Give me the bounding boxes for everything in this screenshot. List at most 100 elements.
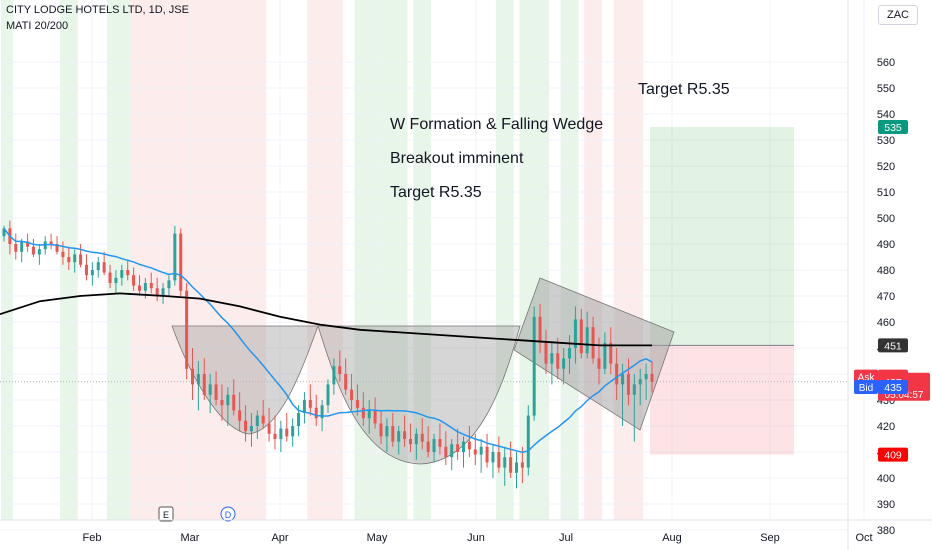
candle-body [149,283,153,289]
candle-body [473,449,477,455]
candle-body [37,249,41,255]
candle-body [520,462,524,468]
symbol-title: CITY LODGE HOTELS LTD, 1D, JSE [6,4,189,16]
y-tick-label: 480 [877,265,895,277]
x-tick-label: Feb [83,532,102,544]
candle-body [556,353,560,369]
candle-body [420,433,424,442]
candle-body [61,251,65,257]
y-tick-label: 520 [877,161,895,173]
candle-body [267,423,271,434]
candle-body [591,327,595,359]
candle-body [367,410,371,419]
candle-body [155,288,159,296]
candle-body [344,374,348,390]
candle-body [226,394,230,406]
candle-body [632,384,636,395]
candle-body [273,433,277,439]
ma200-tag [878,338,908,353]
candle-body [609,342,613,364]
candle-body [291,426,295,437]
candle-body [79,254,83,265]
candle-body [597,358,601,369]
candle-body [568,348,572,359]
candle-body [479,446,483,455]
y-tick-label: 420 [877,421,895,433]
ma200-line [0,292,652,347]
candle-body [120,270,124,278]
candle-body [238,410,242,421]
candle-body [550,353,554,364]
earnings-marker-label: E [163,510,169,520]
candle-body [73,254,77,263]
candle-body [232,394,236,411]
dividend-marker-label: D [225,510,232,520]
candle-body [379,423,383,437]
candle-body [621,374,625,385]
indicator-legend[interactable]: MATI 20/200 [6,20,69,32]
candle-body [644,374,648,380]
ma20-line [3,227,653,454]
candle-body [161,288,165,296]
candle-body [20,241,24,252]
candle-body [562,358,566,369]
candle-body [432,439,436,452]
y-tick-label: 560 [877,57,895,69]
candle-body [426,441,430,452]
candle-body [338,366,342,374]
x-tick-label: Sep [760,532,780,544]
session-band-9 [413,0,432,520]
session-band-5 [213,0,267,520]
candle-body [67,257,71,263]
candle-body [244,420,248,432]
earnings-marker [158,506,174,522]
bid-tag-value: 435 [884,382,902,394]
candle-body [279,428,283,439]
stop-tag-value: 409 [884,450,902,462]
candle-body [538,316,542,343]
session-band-13 [584,0,602,520]
candle-body [167,280,171,289]
x-tick-label: Jun [467,532,485,544]
candle-body [90,270,94,276]
bid-tag [878,380,908,394]
x-tick-label: Mar [181,532,200,544]
currency-button[interactable]: ZAC [878,5,918,25]
candle-body [638,379,642,385]
candle-body [314,407,318,419]
candle-body [96,262,100,270]
annotation-breakout: Breakout imminent [390,150,524,167]
target-tag-value: 535 [884,122,902,134]
session-band-12 [560,0,579,520]
candle-body [456,444,460,452]
annotation-target: Target R5.35 [390,184,482,201]
candle-body [355,400,359,408]
candle-body [26,241,30,247]
annotation-pattern: W Formation & Falling Wedge [390,116,604,133]
candle-body [373,410,377,424]
candle-body [143,283,147,291]
target-zone [650,127,794,346]
y-tick-label: 460 [877,317,895,329]
target-tag [878,120,908,134]
ma200-tag-value: 451 [884,340,902,352]
candle-body [650,374,654,382]
candle-body [126,270,130,276]
candle-body [320,405,324,419]
candle-body [503,457,507,468]
candle-body [326,384,330,406]
candle-body [467,441,471,450]
y-tick-label: 540 [877,109,895,121]
y-tick-label: 500 [877,213,895,225]
candle-body [297,413,301,426]
candle-body [14,244,18,252]
candle-body [397,431,401,442]
candle-body [403,431,407,439]
candle-body [308,400,312,408]
y-tick-label: 390 [877,499,895,511]
x-tick-label: May [367,532,388,544]
last-price-tag-countdown: 05:04:57 [885,390,924,401]
candle-body [55,244,59,252]
